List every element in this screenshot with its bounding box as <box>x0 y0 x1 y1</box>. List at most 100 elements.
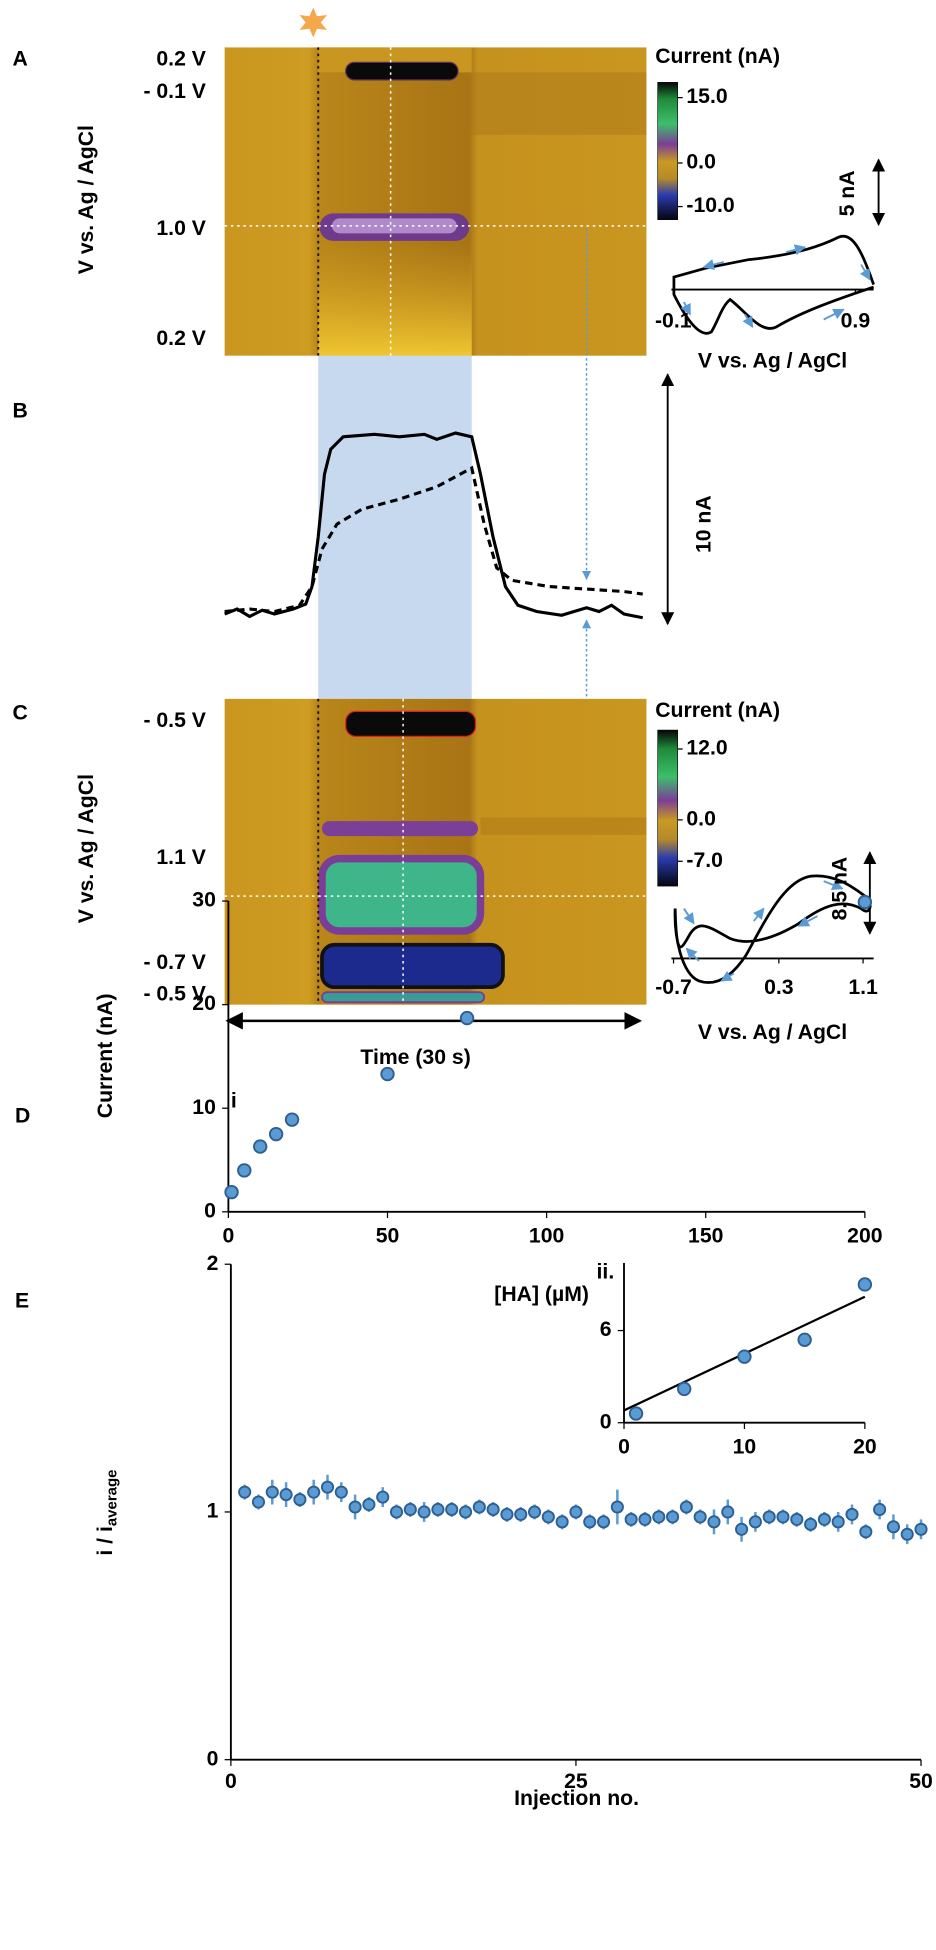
data-point <box>307 1485 321 1499</box>
x-tick-label: 150 <box>688 1224 723 1247</box>
x-tick-label: 0 <box>618 1435 630 1458</box>
x-axis-title: [HA] (µM) <box>494 1283 589 1306</box>
potential-label: 0.2 V <box>156 327 206 350</box>
x-tick-label: 25 <box>564 1770 588 1793</box>
data-point <box>652 1510 666 1524</box>
potential-label: - 0.7 V <box>143 951 205 974</box>
data-point <box>403 1502 417 1517</box>
x-tick-label: 50 <box>909 1770 933 1793</box>
data-point <box>735 1522 749 1536</box>
data-point <box>514 1507 528 1521</box>
data-point <box>527 1505 542 1519</box>
data-point <box>389 1505 404 1519</box>
y-axis-title: V vs. Ag / AgCl <box>75 774 98 923</box>
data-point <box>380 1066 395 1082</box>
data-point <box>679 1500 693 1514</box>
data-point <box>748 1515 762 1529</box>
subpanel-label: ii. <box>597 1261 615 1284</box>
data-point <box>253 1139 268 1154</box>
data-point <box>900 1527 914 1541</box>
data-point <box>251 1495 266 1509</box>
color-plot-a <box>224 7 886 356</box>
panel-letter: C <box>12 701 27 724</box>
data-point <box>376 1490 390 1504</box>
y-tick-label: 10 <box>192 1096 216 1119</box>
data-point <box>555 1515 569 1529</box>
inset-tick-label: 0.9 <box>841 310 870 333</box>
panel-letter: B <box>12 399 27 422</box>
data-point <box>348 1500 362 1514</box>
inset-x-title: V vs. Ag / AgCl <box>698 350 847 373</box>
inset-tick-label: 0.3 <box>764 976 794 999</box>
scale-bar-label: 10 nA <box>693 495 716 553</box>
data-point <box>886 1520 900 1534</box>
inset-tick-label: 1.1 <box>848 976 878 999</box>
data-point <box>279 1488 293 1502</box>
data-point <box>624 1512 638 1526</box>
data-point <box>445 1502 459 1517</box>
data-point <box>693 1510 707 1524</box>
y-tick-label: 0 <box>204 1199 216 1222</box>
potential-label: - 0.5 V <box>143 709 205 732</box>
figure-body: A 0.2 V - 0.1 V 1.0 V 0.2 V V vs. Ag / AgCl Cu… <box>12 7 933 1810</box>
y-tick-label: 30 <box>192 889 216 912</box>
potential-label: 1.0 V <box>156 217 206 240</box>
data-point <box>486 1502 500 1517</box>
data-point <box>238 1485 252 1499</box>
panel-letter: E <box>15 1289 29 1312</box>
data-point <box>284 1112 300 1127</box>
x-tick-label: 0 <box>225 1770 237 1793</box>
data-point <box>431 1502 445 1517</box>
data-point <box>638 1512 652 1526</box>
colorbar-title: Current (nA) <box>655 699 780 722</box>
y-tick-label: 20 <box>192 992 216 1015</box>
data-point <box>831 1515 845 1529</box>
y-tick-label: 2 <box>207 1252 219 1275</box>
data-point <box>320 1480 335 1494</box>
stimulus-window <box>318 355 472 699</box>
data-point <box>804 1517 818 1531</box>
y-tick-label: 0 <box>207 1747 219 1770</box>
data-point <box>707 1515 721 1529</box>
y-tick-label: 0 <box>600 1410 612 1433</box>
potential-label: - 0.5 V <box>143 982 205 1005</box>
data-point <box>857 894 873 910</box>
data-point <box>610 1500 624 1514</box>
colorbar-tick-label: -10.0 <box>686 194 734 217</box>
x-tick-label: 10 <box>733 1435 757 1458</box>
scale-bar-label: 5 nA <box>836 170 859 216</box>
data-point <box>790 1512 804 1526</box>
data-point <box>776 1510 790 1524</box>
colorbar-tick-label: 12.0 <box>686 737 727 760</box>
colorbar-tick-label: 0.0 <box>686 151 715 174</box>
data-point <box>541 1510 555 1524</box>
x-tick-label: 200 <box>847 1224 882 1247</box>
data-point <box>721 1505 735 1519</box>
time-label: Time (30 s) <box>360 1046 470 1069</box>
x-tick-label: 100 <box>529 1224 564 1247</box>
y-axis-title: i / iaverage <box>94 1470 121 1556</box>
data-point <box>472 1500 486 1514</box>
data-point <box>857 1277 873 1292</box>
potential-label: 1.1 V <box>156 846 206 869</box>
data-point <box>737 1349 752 1364</box>
data-point <box>362 1497 376 1512</box>
x-tick-label: 50 <box>376 1224 400 1247</box>
inset-tick-label: -0.7 <box>655 976 692 999</box>
data-point <box>797 1332 812 1347</box>
data-point <box>677 1381 692 1397</box>
colorbar-tick-label: 15.0 <box>686 85 727 108</box>
data-point <box>817 1512 831 1526</box>
data-point <box>569 1505 583 1519</box>
potential-label: - 0.1 V <box>143 80 205 103</box>
data-point <box>265 1485 279 1499</box>
color-plot-c <box>224 698 877 1030</box>
data-point <box>762 1510 776 1524</box>
scale-bar-label: 8.5 nA <box>829 857 852 921</box>
data-point <box>845 1507 859 1521</box>
data-point <box>873 1502 887 1517</box>
panel-letter: A <box>12 48 27 71</box>
traces-b <box>224 373 675 626</box>
x-tick-label: 20 <box>853 1435 877 1458</box>
